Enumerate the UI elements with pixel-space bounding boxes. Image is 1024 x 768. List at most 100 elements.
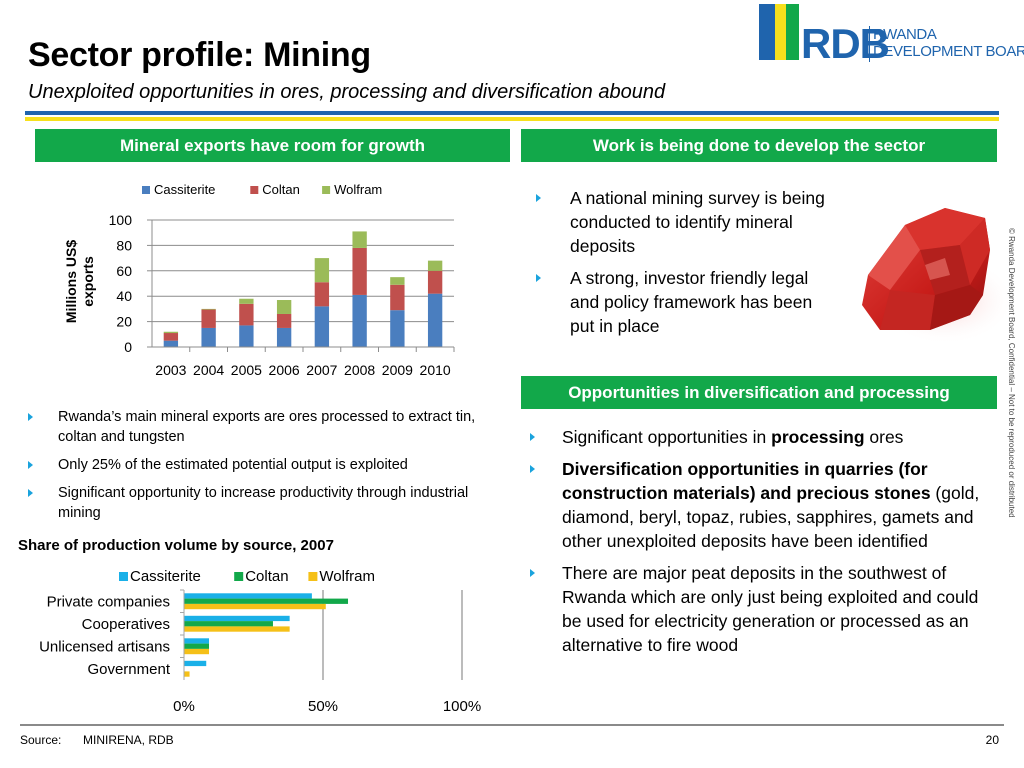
bullet-text: (gold, diamond, beryl, topaz, rubies, sa…: [562, 483, 980, 551]
logo-stripe-yellow: [775, 4, 786, 60]
chart1-bar-coltan-2010: [427, 270, 443, 294]
chart1-bar-wolfram-2008: [352, 231, 367, 248]
bullet-arrow-icon: [530, 433, 535, 441]
chart1-legend: Cassiterite Coltan Wolfram: [142, 182, 382, 197]
chart1-bar-wolfram-2007: [314, 258, 330, 283]
chart1-ytick-label: 80: [116, 237, 132, 253]
logo-separator: [869, 26, 870, 62]
chart1-ylabel: Millions US$exports: [63, 240, 96, 323]
bullet-text: There are major peat deposits in the sou…: [562, 563, 979, 655]
chart1-xtick-label: 2005: [231, 362, 262, 378]
chart1-bar-cassiterite-2007: [314, 306, 330, 347]
chart1-legend-label: Coltan: [262, 182, 300, 197]
chart2-ytick-label: Private companies: [47, 593, 170, 610]
bullet-arrow-icon: [28, 461, 33, 469]
confidential-note-text: © Rwanda Development Board, Confidential…: [1007, 228, 1016, 518]
chart2-xtick-label: 50%: [308, 698, 338, 715]
bullet-bold-text: Diversification opportunities in quarrie…: [562, 459, 931, 503]
chart1-ytick-label: 20: [116, 314, 132, 330]
left-bullet: Rwanda’s main mineral exports are ores p…: [28, 407, 488, 447]
mineral-exports-chart: Cassiterite Coltan Wolfram 0 20 40 60 80 100 200…: [63, 182, 455, 378]
chart1-ylabel-line: Millions US$: [63, 240, 79, 323]
chart1-ytick-label: 100: [109, 212, 133, 228]
right-bullet: A national mining survey is being conduc…: [536, 186, 826, 258]
chart2-legend-swatch: [308, 572, 318, 581]
rdb-logo: RDB RWANDA DEVELOPMENT BOARD: [759, 4, 1024, 67]
chart1-bar-coltan-2007: [314, 282, 330, 307]
chart1-bar-cassiterite-2003: [163, 340, 179, 347]
chart1-bar-coltan-2004: [201, 309, 216, 328]
bullet-arrow-icon: [28, 413, 33, 421]
chart1-ylabel-line: exports: [80, 256, 96, 307]
chart1-xtick-label: 2008: [344, 362, 375, 378]
source-label: Source:: [20, 733, 62, 747]
chart1-bar-wolfram-2003: [163, 331, 179, 334]
chart1-xtick-label: 2007: [306, 362, 337, 378]
chart1-bar-cassiterite-2004: [201, 327, 216, 347]
logo-name: RWANDA DEVELOPMENT BOARD: [873, 26, 1024, 60]
chart1-bar-wolfram-2006: [276, 300, 292, 314]
section-header-work-done: Work is being done to develop the sector: [521, 129, 997, 162]
footer-rule: [20, 724, 1004, 726]
chart2-bar-wolfram-3: [184, 671, 190, 677]
right-bullet-list: A national mining survey is being conduc…: [536, 186, 826, 346]
chart1-xtick-label: 2003: [155, 362, 186, 378]
logo-stripe-green: [786, 4, 799, 60]
chart2-legend-label: Coltan: [245, 568, 288, 585]
chart2-bar-cassiterite-2: [184, 638, 210, 644]
chart1-bar-coltan-2009: [390, 284, 405, 311]
chart1-axes: 0 20 40 60 80 100 2003 2004 2005 2006 2007 2008 2009…: [109, 212, 455, 378]
chart1-bars: [163, 231, 443, 347]
bullet-arrow-icon: [536, 194, 541, 202]
page-number: 20: [985, 733, 999, 747]
page-title: Sector profile: Mining: [28, 36, 371, 74]
chart2-bar-cassiterite-1: [184, 615, 290, 622]
chart2-axes: 0% 50% 100% Private companies Cooperatives Un…: [39, 589, 481, 715]
chart1-bar-wolfram-2004: [201, 308, 216, 310]
bullet-arrow-icon: [28, 489, 33, 497]
right-bullet: A strong, investor friendly legal and po…: [536, 266, 826, 338]
chart1-bar-cassiterite-2006: [276, 327, 292, 347]
opportunity-bullet: Significant opportunities in processing …: [530, 425, 990, 449]
logo-abbr: RDB: [801, 20, 890, 67]
chart1-gridlines: [152, 219, 454, 323]
chart1-bar-wolfram-2009: [390, 277, 405, 285]
bullet-bold-text: processing: [771, 427, 865, 447]
chart1-ytick-label: 40: [116, 288, 132, 304]
header-rule-blue: [25, 111, 999, 115]
chart2-bars: [184, 593, 349, 677]
opportunity-bullet: There are major peat deposits in the sou…: [530, 561, 990, 657]
red-gemstone-image: [862, 208, 1010, 345]
chart2-xtick-label: 100%: [443, 698, 481, 715]
chart2-legend-label: Cassiterite: [130, 568, 201, 585]
chart1-bar-coltan-2008: [352, 247, 367, 295]
chart2-ytick-label: Unlicensed artisans: [39, 638, 170, 655]
chart2-legend-label: Wolfram: [319, 568, 375, 585]
left-bullet-list: Rwanda’s main mineral exports are ores p…: [28, 407, 488, 531]
chart1-xtick-label: 2004: [193, 362, 224, 378]
left-bullet: Significant opportunity to increase prod…: [28, 483, 488, 523]
chart1-bar-cassiterite-2009: [390, 310, 405, 347]
logo-line2: DEVELOPMENT BOARD: [873, 43, 1024, 60]
chart1-bar-coltan-2005: [239, 303, 254, 326]
chart2-bar-coltan-2: [184, 643, 210, 649]
chart2-bar-coltan-1: [184, 621, 273, 627]
production-share-chart: Cassiterite Coltan Wolfram 0% 50% 100% Privat…: [39, 568, 481, 715]
section-header-mineral-exports: Mineral exports have room for growth: [35, 129, 510, 162]
chart1-bar-coltan-2006: [276, 313, 292, 328]
page-subtitle: Unexploited opportunities in ores, proce…: [28, 81, 666, 103]
logo-stripe-blue: [759, 4, 775, 60]
chart2-bar-wolfram-1: [184, 626, 290, 632]
chart1-bar-coltan-2003: [163, 333, 179, 341]
chart1-legend-swatch: [322, 186, 331, 194]
bullet-text: Significant opportunity to increase prod…: [58, 485, 469, 521]
chart1-bar-cassiterite-2010: [427, 293, 443, 347]
chart1-bar-cassiterite-2005: [239, 325, 254, 347]
chart2-ytick-label: Cooperatives: [82, 616, 170, 633]
chart1-legend-label: Wolfram: [334, 182, 382, 197]
chart1-xtick-label: 2009: [382, 362, 413, 378]
source-text: MINIRENA, RDB: [83, 733, 174, 747]
header-rule-yellow: [25, 117, 999, 121]
chart1-bar-cassiterite-2008: [352, 294, 367, 347]
left-bullet: Only 25% of the estimated potential outp…: [28, 455, 488, 475]
